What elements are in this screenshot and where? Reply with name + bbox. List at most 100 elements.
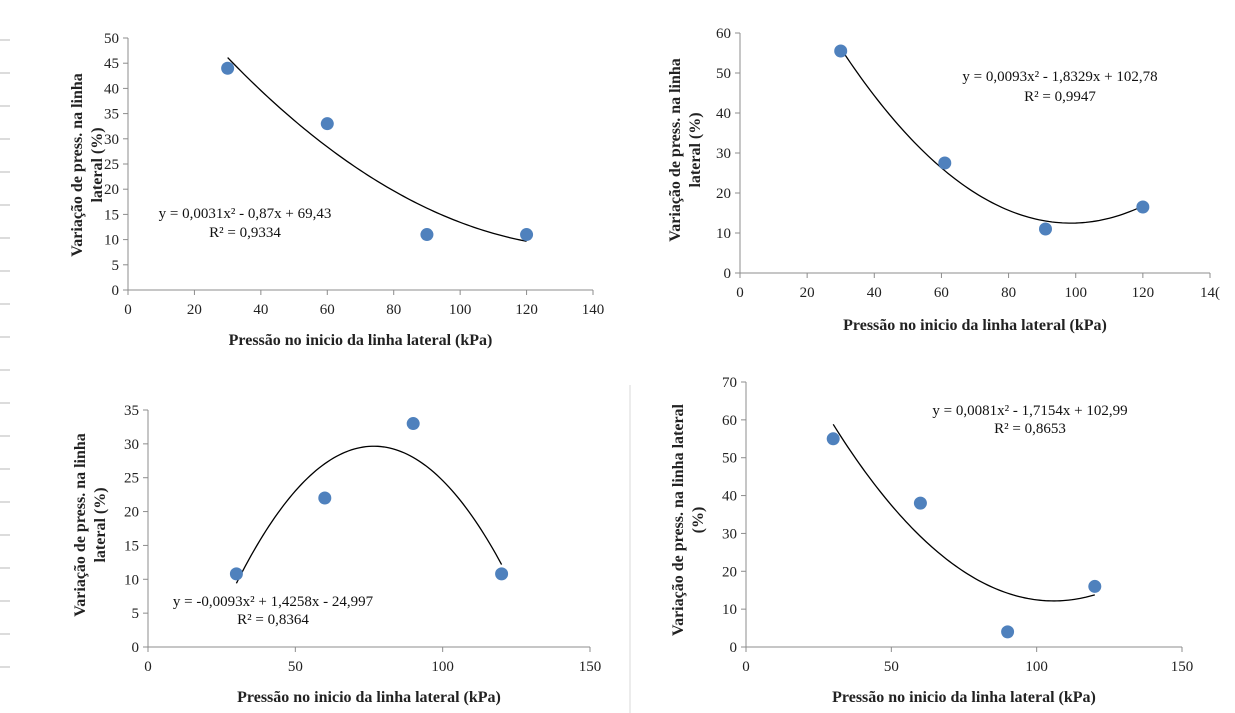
y-axis-title-line: lateral (%) [92,487,109,562]
chart-panel-2: 0 10 20 30 40 50 60 0 20 40 60 80 100 120 14(y = 0,009… [667,26,1220,334]
data-point [420,228,433,241]
x-tick-label: 120 [1132,285,1155,301]
chart-panel-1: 0 5 10 15 20 25 30 35 40 45 50 0 20 40 60 80 100 120 140 y … [69,31,604,349]
data-point [914,497,927,510]
x-axis-title: Pressão no inicio da linha lateral (kPa) [229,332,493,349]
y-tick-label: 5 [132,606,140,622]
r-squared-label: R² = 0,9947 [1024,89,1096,105]
y-tick-label: 50 [716,66,731,82]
y-tick-label: 35 [104,107,119,123]
y-tick-label: 70 [722,375,737,391]
x-tick-label: 150 [579,659,602,675]
r-squared-label: R² = 0,9334 [209,225,281,241]
y-tick-label: 40 [716,106,731,122]
y-axis-title-line: (%) [690,507,707,534]
y-tick-label: 30 [722,526,737,542]
y-tick-label: 25 [104,157,119,173]
x-tick-label: 20 [800,285,815,301]
y-tick-label: 60 [722,413,737,429]
data-point [230,567,243,580]
data-point [834,45,847,58]
y-axis-title-line: Variação de press. na linha [667,58,684,242]
y-axis-title: Variação de press. na linha lateral (%) [670,403,707,636]
y-tick-label: 0 [724,266,732,282]
r-squared-label: R² = 0,8364 [237,612,309,628]
x-tick-label: 60 [320,302,335,318]
y-tick-label: 5 [112,258,120,274]
data-point [318,492,331,505]
data-point [407,417,420,430]
x-tick-label: 0 [124,302,132,318]
y-tick-label: 0 [730,640,738,656]
y-tick-label: 20 [124,505,139,521]
data-point [495,567,508,580]
x-tick-label: 150 [1171,659,1194,675]
chart-panel-4: 0102030405060700 50 100 150y = 0,0081x² - 1… [670,375,1193,706]
x-tick-label: 60 [934,285,949,301]
y-tick-label: 10 [124,572,139,588]
x-tick-label: 100 [449,302,472,318]
scan-artifacts [0,40,10,667]
y-tick-label: 0 [112,283,120,299]
x-axis-title: Pressão no inicio da linha lateral (kPa) [237,689,501,706]
y-tick-label: 15 [104,207,119,223]
y-tick-label: 60 [716,26,731,42]
trend-equation-label: y = 0,0093x² - 1,8329x + 102,78 [962,69,1157,85]
x-tick-label: 80 [386,302,401,318]
trend-equation-label: y = -0,0093x² + 1,4258x - 24,997 [173,594,374,610]
y-axis-title: Variação de press. na linha lateral (%) [667,58,704,242]
y-tick-label: 20 [722,564,737,580]
data-point [1039,223,1052,236]
y-tick-label: 45 [104,56,119,72]
y-tick-label: 40 [104,81,119,97]
x-tick-label: 0 [736,285,744,301]
y-tick-label: 20 [104,182,119,198]
y-tick-label: 50 [722,451,737,467]
r-squared-label: R² = 0,8653 [994,421,1066,437]
data-point [1001,625,1014,638]
y-tick-label: 30 [104,132,119,148]
y-tick-label: 20 [716,186,731,202]
x-tick-label: 120 [515,302,538,318]
trend-equation-label: y = 0,0031x² - 0,87x + 69,43 [159,206,332,222]
data-point [520,228,533,241]
x-tick-label: 40 [867,285,882,301]
y-axis-title: Variação de press. na linha lateral (%) [69,73,106,257]
trend-equation-label: y = 0,0081x² - 1,7154x + 102,99 [932,403,1127,419]
data-point [321,117,334,130]
x-tick-label: 50 [288,659,303,675]
y-tick-label: 25 [124,471,139,487]
trendline-curve [236,446,501,583]
x-tick-label: 50 [884,659,899,675]
x-axis-title: Pressão no inicio da linha lateral (kPa) [843,317,1107,334]
data-point [827,432,840,445]
x-tick-label: 140 [582,302,605,318]
y-tick-label: 15 [124,538,139,554]
y-tick-label: 10 [716,226,731,242]
y-axis-title-line: lateral (%) [687,112,704,187]
x-tick-label: 14( [1200,285,1220,301]
y-tick-label: 35 [124,403,139,419]
y-axis-title: Variação de press. na linha lateral (%) [72,433,109,617]
x-tick-label: 80 [1001,285,1016,301]
data-point [1136,201,1149,214]
y-tick-label: 10 [104,233,119,249]
x-tick-label: 100 [1025,659,1048,675]
y-axis-title-line: Variação de press. na linha [72,433,89,617]
x-tick-label: 0 [742,659,750,675]
x-tick-label: 0 [144,659,152,675]
data-point [221,62,234,75]
x-axis-title: Pressão no inicio da linha lateral (kPa) [832,689,1096,706]
trendline-curve [833,424,1095,601]
x-tick-label: 100 [431,659,454,675]
y-axis-title-line: Variação de press. na linha lateral [670,403,687,636]
x-tick-label: 20 [187,302,202,318]
chart-panel-3: 0 5 10 15 20 25 30 35 0 50 100 150 y = -0,0093x² + 1… [72,403,601,706]
data-point [938,157,951,170]
y-tick-label: 50 [104,31,119,47]
y-axis-title-line: Variação de press. na linha [69,73,86,257]
x-tick-label: 100 [1064,285,1087,301]
y-tick-label: 40 [722,489,737,505]
